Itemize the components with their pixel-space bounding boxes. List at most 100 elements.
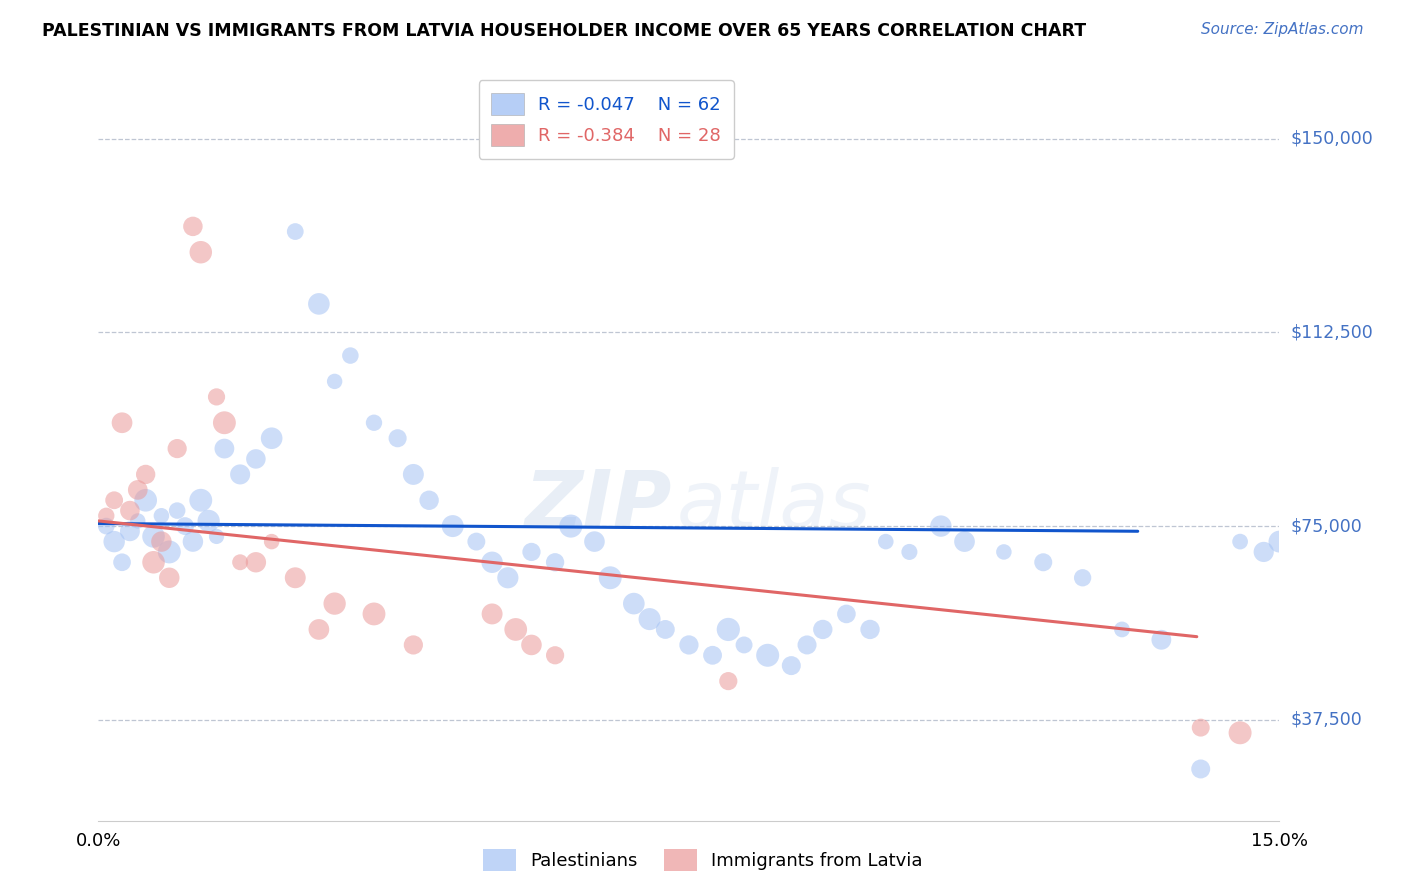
Point (583, 534, 606, 549)
Point (520, 545, 543, 559)
Point (702, 648, 724, 663)
Text: ZIP: ZIP (524, 467, 671, 545)
Point (135, 467, 157, 482)
Point (308, 297, 330, 311)
Point (898, 545, 921, 559)
Point (127, 514, 149, 528)
Point (181, 534, 204, 549)
Point (118, 524, 141, 539)
Point (1032, 555, 1054, 569)
Text: Source: ZipAtlas.com: Source: ZipAtlas.com (1201, 22, 1364, 37)
Point (733, 638, 755, 652)
Point (993, 545, 1015, 559)
Point (205, 390, 228, 404)
Point (96, 508, 118, 523)
Point (323, 375, 346, 389)
Point (363, 607, 385, 621)
Point (1229, 726, 1251, 740)
Point (1253, 545, 1275, 559)
Point (229, 555, 252, 569)
Point (323, 597, 346, 611)
Point (197, 514, 219, 528)
Point (127, 483, 149, 497)
Point (111, 555, 134, 569)
Point (811, 623, 834, 637)
Point (1189, 762, 1212, 776)
Point (181, 219, 204, 234)
Point (441, 519, 464, 533)
Point (1150, 632, 1173, 647)
Point (363, 416, 385, 430)
Point (214, 442, 236, 456)
Point (859, 623, 882, 637)
Point (544, 555, 567, 569)
Point (157, 571, 180, 585)
Point (929, 519, 952, 533)
Point (245, 555, 267, 569)
Point (284, 225, 307, 239)
Point (638, 612, 661, 626)
Text: $150,000: $150,000 (1291, 129, 1374, 147)
Point (481, 607, 503, 621)
Point (623, 597, 645, 611)
Point (560, 519, 582, 533)
Point (308, 623, 330, 637)
Point (505, 623, 527, 637)
Point (387, 431, 409, 445)
Point (780, 658, 803, 673)
Point (481, 555, 503, 569)
Point (953, 534, 976, 549)
Point (599, 571, 621, 585)
Point (520, 638, 543, 652)
Point (103, 534, 125, 549)
Point (118, 503, 141, 517)
Point (756, 648, 779, 663)
Text: atlas: atlas (678, 467, 872, 545)
Point (1071, 571, 1094, 585)
Point (150, 508, 173, 523)
Point (284, 571, 307, 585)
Point (135, 493, 157, 508)
Point (174, 519, 197, 533)
Point (111, 416, 134, 430)
Point (142, 529, 165, 543)
Point (150, 534, 173, 549)
Point (678, 638, 700, 652)
Point (214, 416, 236, 430)
Text: $37,500: $37,500 (1291, 711, 1362, 729)
Text: PALESTINIAN VS IMMIGRANTS FROM LATVIA HOUSEHOLDER INCOME OVER 65 YEARS CORRELATI: PALESTINIAN VS IMMIGRANTS FROM LATVIA HO… (42, 22, 1087, 40)
Point (142, 555, 165, 569)
Point (157, 545, 180, 559)
Point (418, 493, 440, 508)
Point (245, 451, 267, 466)
Point (402, 467, 425, 482)
Point (496, 571, 519, 585)
Text: $75,000: $75,000 (1291, 517, 1362, 535)
Point (260, 534, 283, 549)
Point (544, 648, 567, 663)
Point (260, 431, 283, 445)
Point (190, 245, 212, 260)
Point (205, 529, 228, 543)
Point (339, 349, 361, 363)
Point (103, 493, 125, 508)
Point (1268, 534, 1291, 549)
Point (654, 623, 676, 637)
Legend: R = -0.047    N = 62, R = -0.384    N = 28: R = -0.047 N = 62, R = -0.384 N = 28 (479, 80, 734, 159)
Point (875, 534, 897, 549)
Point (717, 674, 740, 689)
Point (717, 623, 740, 637)
Point (1111, 623, 1133, 637)
Point (190, 493, 212, 508)
Point (465, 534, 488, 549)
Text: $112,500: $112,500 (1291, 323, 1374, 342)
Point (1229, 534, 1251, 549)
Legend: Palestinians, Immigrants from Latvia: Palestinians, Immigrants from Latvia (475, 842, 931, 879)
Point (166, 442, 188, 456)
Point (835, 607, 858, 621)
Point (166, 503, 188, 517)
Point (796, 638, 818, 652)
Point (229, 467, 252, 482)
Point (96, 519, 118, 533)
Point (1189, 721, 1212, 735)
